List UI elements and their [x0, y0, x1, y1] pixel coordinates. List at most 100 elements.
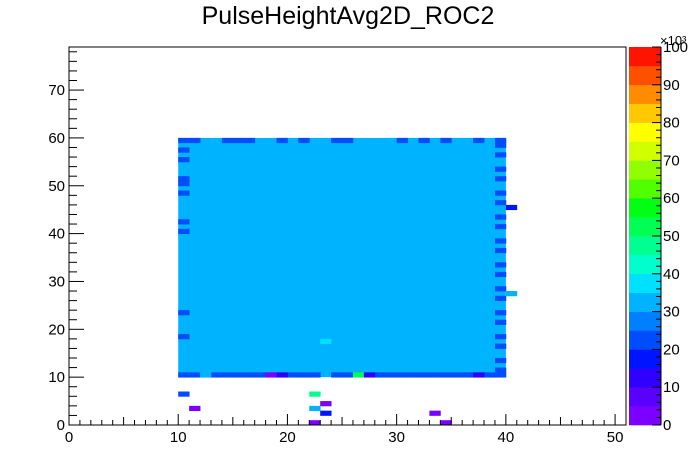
- heatmap-cell: [484, 372, 496, 378]
- heatmap-cell: [309, 405, 321, 412]
- palette-swatch: [629, 179, 661, 199]
- y-tick-label: 70: [48, 82, 65, 99]
- heatmap-cell: [352, 372, 365, 378]
- heatmap-cell: [494, 271, 507, 278]
- heatmap-cell: [189, 372, 201, 378]
- z-tick-label: 20: [663, 341, 680, 358]
- palette-swatch: [629, 236, 661, 256]
- heatmap-cell: [309, 391, 321, 397]
- heatmap-cell: [232, 372, 245, 378]
- z-tick-label: 80: [663, 115, 680, 132]
- z-tick-label: 50: [663, 228, 680, 245]
- palette-swatch: [629, 273, 661, 293]
- palette-swatch: [629, 349, 661, 369]
- heatmap-cell: [331, 372, 343, 378]
- heatmap-cell: [309, 372, 321, 378]
- heatmap-cell: [232, 137, 245, 144]
- heatmap-cell: [429, 372, 441, 378]
- heatmap-cell: [243, 372, 256, 378]
- y-tick-label: 60: [48, 130, 65, 147]
- y-tick-label: 20: [48, 321, 65, 338]
- heatmap-cell: [309, 420, 321, 426]
- heatmap-cell: [494, 372, 507, 378]
- heatmap-cell: [494, 262, 507, 268]
- heatmap-cell: [342, 372, 354, 378]
- y-tick-label: 50: [48, 178, 65, 195]
- color-palette: [629, 47, 661, 426]
- palette-swatch: [629, 406, 661, 426]
- heatmap-cell: [374, 372, 387, 378]
- heatmap-cell: [210, 372, 223, 378]
- main-block: [178, 137, 506, 378]
- heatmap-cell: [342, 137, 354, 144]
- heatmap-cell: [494, 166, 507, 172]
- x-axis: 0 10 20 30 40 50: [65, 414, 627, 446]
- heatmap-cell: [265, 372, 277, 378]
- heatmap-cell: [494, 310, 507, 316]
- x-tick-label: 10: [170, 429, 187, 446]
- heatmap-cell: [178, 372, 190, 378]
- palette-swatch: [629, 387, 661, 407]
- y-axis: 0 10 20 30 40 50 60 70: [48, 51, 84, 434]
- heatmap-cell: [298, 372, 310, 378]
- z-tick-label: 10: [663, 379, 680, 396]
- z-axis: 0 10 20 30 40 50 60 70 80 90 100×10³: [652, 33, 688, 434]
- chart-title: PulseHeightAvg2D_ROC2: [201, 2, 495, 30]
- z-tick-label: 30: [663, 304, 680, 321]
- heatmap-cell: [178, 180, 190, 187]
- heatmap-cell: [494, 152, 507, 158]
- heatmap-cell: [473, 372, 485, 378]
- heatmap-cell: [418, 372, 430, 378]
- heatmap-cell: [494, 358, 507, 364]
- z-tick-label: 90: [663, 77, 680, 94]
- palette-swatch: [629, 311, 661, 331]
- palette-swatch: [629, 368, 661, 388]
- heatmap-cell: [178, 310, 190, 316]
- heatmap-cell: [331, 137, 343, 144]
- heatmap-cell: [178, 228, 190, 235]
- heatmap-cell: [200, 372, 212, 378]
- heatmap-cell: [396, 137, 408, 144]
- palette-swatch: [629, 198, 661, 218]
- heatmap-cell: [287, 372, 299, 378]
- palette-swatch: [629, 141, 661, 161]
- palette-swatch: [629, 254, 661, 275]
- y-tick-label: 30: [48, 273, 65, 290]
- palette-swatch: [629, 160, 661, 180]
- x-tick-label: 30: [388, 429, 405, 446]
- heatmap-cell: [494, 214, 507, 220]
- heatmap-cell: [189, 137, 201, 144]
- y-tick-label: 10: [48, 369, 65, 386]
- palette-swatch: [629, 47, 661, 67]
- x-tick-label: 0: [65, 429, 73, 446]
- heatmap-cell: [505, 204, 518, 211]
- heatmap-cell: [494, 238, 507, 244]
- heatmap-cell: [429, 410, 441, 416]
- heatmap-cell: [407, 372, 419, 378]
- heatmap-cell: [494, 367, 507, 373]
- heatmap-cell: [320, 401, 332, 407]
- heatmap-cell: [396, 372, 408, 378]
- z-exponent-label: ×10³: [660, 33, 687, 48]
- heatmap-cell: [276, 137, 288, 144]
- palette-swatch: [629, 103, 661, 123]
- heatmap-cell: [298, 137, 310, 144]
- heatmap-cell: [243, 137, 256, 144]
- heatmap-cell: [494, 224, 507, 230]
- heatmap-cell: [178, 391, 190, 397]
- heatmap-cell: [363, 372, 376, 378]
- heatmap-cell: [494, 319, 507, 325]
- z-tick-label: 100: [663, 39, 688, 56]
- heatmap-cell: [494, 176, 507, 182]
- heatmap-cell: [494, 334, 507, 340]
- palette-swatch: [629, 84, 661, 104]
- x-tick-label: 50: [607, 429, 624, 446]
- heatmap-cell: [320, 338, 332, 345]
- heatmap-cell: [462, 372, 474, 378]
- palette-swatch: [629, 330, 661, 350]
- heatmap-cell: [451, 372, 463, 378]
- heatmap-cell: [178, 190, 190, 196]
- heatmap-cell: [178, 137, 190, 144]
- heatmap-cell: [440, 420, 452, 426]
